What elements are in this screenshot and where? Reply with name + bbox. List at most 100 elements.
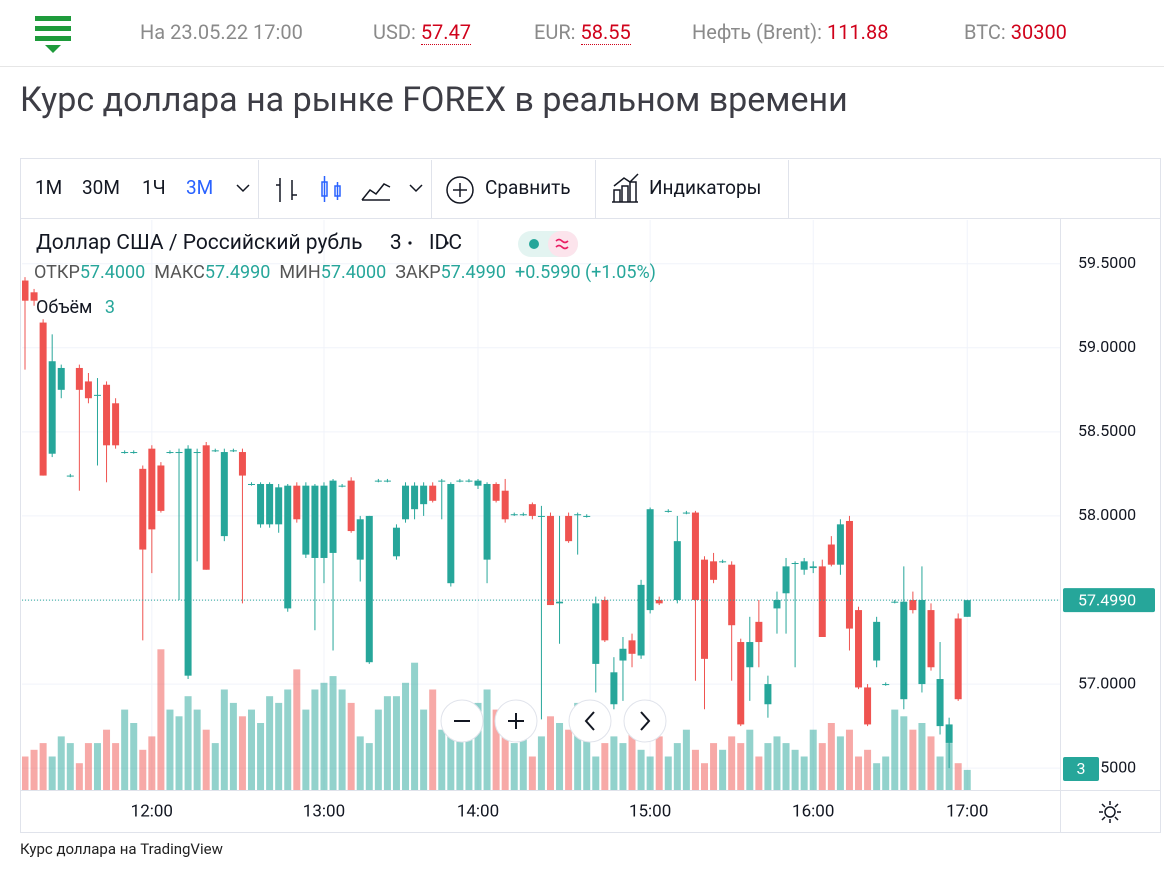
candle-body xyxy=(48,361,56,454)
candle-body xyxy=(139,468,147,550)
bar-style-icon[interactable] xyxy=(276,178,297,202)
high-value: 57.4990 xyxy=(204,262,271,283)
candle-body xyxy=(57,367,65,390)
candle-body xyxy=(229,450,237,452)
volume-bar xyxy=(248,709,255,790)
compare-button[interactable]: Сравнить xyxy=(485,176,571,199)
candle-body xyxy=(764,684,772,705)
volume-bar xyxy=(619,743,627,790)
volume-bar xyxy=(764,743,772,790)
interval-button[interactable]: 1Ч xyxy=(142,176,166,199)
indicators-icon[interactable] xyxy=(612,173,639,203)
quote-value: 30300 xyxy=(1010,20,1067,44)
candle-body xyxy=(519,514,527,516)
volume-bar xyxy=(202,729,210,790)
header-date: На 23.05.22 17:00 xyxy=(140,20,303,44)
volume-bar xyxy=(57,736,65,790)
volume-bar xyxy=(193,709,201,790)
interval-button[interactable]: 30М xyxy=(82,176,120,199)
volume-bar xyxy=(166,709,174,790)
candle-body xyxy=(39,322,47,476)
candle-body xyxy=(248,483,255,485)
volume-bar xyxy=(103,729,111,790)
candle-body xyxy=(184,448,192,676)
candle-body xyxy=(275,487,283,525)
candle-body xyxy=(791,563,799,565)
candle-body xyxy=(501,490,509,520)
candle-style-icon[interactable] xyxy=(321,176,341,202)
ohlc-legend: ОТКР57.4000 МАКС57.4990 МИН57.4000 ЗАКР57.4… xyxy=(34,262,665,283)
volume-bar xyxy=(474,702,482,790)
candle-body xyxy=(664,510,672,512)
candle-body xyxy=(873,621,881,661)
y-tick-label: 58.5000 xyxy=(1078,421,1136,440)
volume-badge-label: 3 xyxy=(1077,759,1086,778)
open-value: 57.4000 xyxy=(79,262,146,283)
volume-bar xyxy=(275,702,283,790)
separator-dot xyxy=(408,241,412,245)
zoom-button-icon xyxy=(640,711,651,731)
candle-body xyxy=(338,485,346,487)
candle-body xyxy=(383,480,391,482)
candle-body xyxy=(75,367,83,390)
candle-body xyxy=(628,640,636,654)
candle-body xyxy=(166,452,174,454)
style-dropdown[interactable] xyxy=(409,184,423,193)
plot xyxy=(22,277,971,790)
volume-bar xyxy=(139,749,147,790)
zoom-button[interactable] xyxy=(623,699,667,743)
settings-icon[interactable] xyxy=(1099,801,1121,823)
candle-body xyxy=(818,566,826,637)
interval-button[interactable]: 3М xyxy=(186,176,214,199)
logo[interactable] xyxy=(35,16,71,53)
candle-body xyxy=(22,280,29,301)
volume-bar xyxy=(48,756,56,790)
x-tick-label: 13:00 xyxy=(303,801,345,821)
quote: Нефть (Brent): 111.88 xyxy=(692,20,888,44)
candle-body xyxy=(284,485,292,609)
volume-bar xyxy=(456,736,464,790)
candle-body xyxy=(782,566,790,594)
volume-bar xyxy=(565,729,573,790)
interval-button[interactable]: 1М xyxy=(35,176,63,199)
source: IDC xyxy=(428,231,463,255)
volume-bar xyxy=(655,736,663,790)
y-tick-label: 59.5000 xyxy=(1078,253,1136,272)
candle-body xyxy=(447,483,455,584)
interval: 3 xyxy=(389,231,402,255)
candle-body xyxy=(320,485,328,558)
candle-body xyxy=(601,600,609,641)
candle-body xyxy=(492,483,500,501)
volume-bar xyxy=(284,689,292,790)
candle-body xyxy=(773,600,781,609)
status-pill-right[interactable] xyxy=(548,231,578,257)
x-tick-label: 17:00 xyxy=(946,801,988,821)
zoom-controls xyxy=(440,699,667,743)
volume-bar xyxy=(755,756,763,790)
indicators-button[interactable]: Индикаторы xyxy=(649,176,762,199)
y-tick-label: 57.0000 xyxy=(1078,673,1136,692)
candle-body xyxy=(619,648,627,661)
compare-icon[interactable] xyxy=(446,176,474,204)
volume-value: 3 xyxy=(104,297,116,318)
volume-bar xyxy=(66,743,74,790)
interval-dropdown[interactable] xyxy=(236,184,250,193)
volume-bar xyxy=(121,709,129,790)
candle-body xyxy=(93,394,101,396)
candle-body xyxy=(827,544,835,565)
volume-bar xyxy=(429,689,437,790)
zoom-button[interactable] xyxy=(568,699,612,743)
candle-body xyxy=(673,541,681,600)
volume-bar xyxy=(501,723,509,790)
candle-body xyxy=(474,480,482,486)
volume-bar xyxy=(329,676,337,790)
volume-bar xyxy=(583,709,591,790)
symbol: Доллар США / Российский рубль xyxy=(36,231,363,255)
candle-body xyxy=(900,601,908,700)
candle-body xyxy=(855,610,863,688)
volume-bar xyxy=(112,743,120,790)
area-style-icon[interactable] xyxy=(361,183,391,201)
candle-body xyxy=(148,448,156,530)
candle-body xyxy=(864,687,872,725)
volume-bar xyxy=(601,743,609,790)
